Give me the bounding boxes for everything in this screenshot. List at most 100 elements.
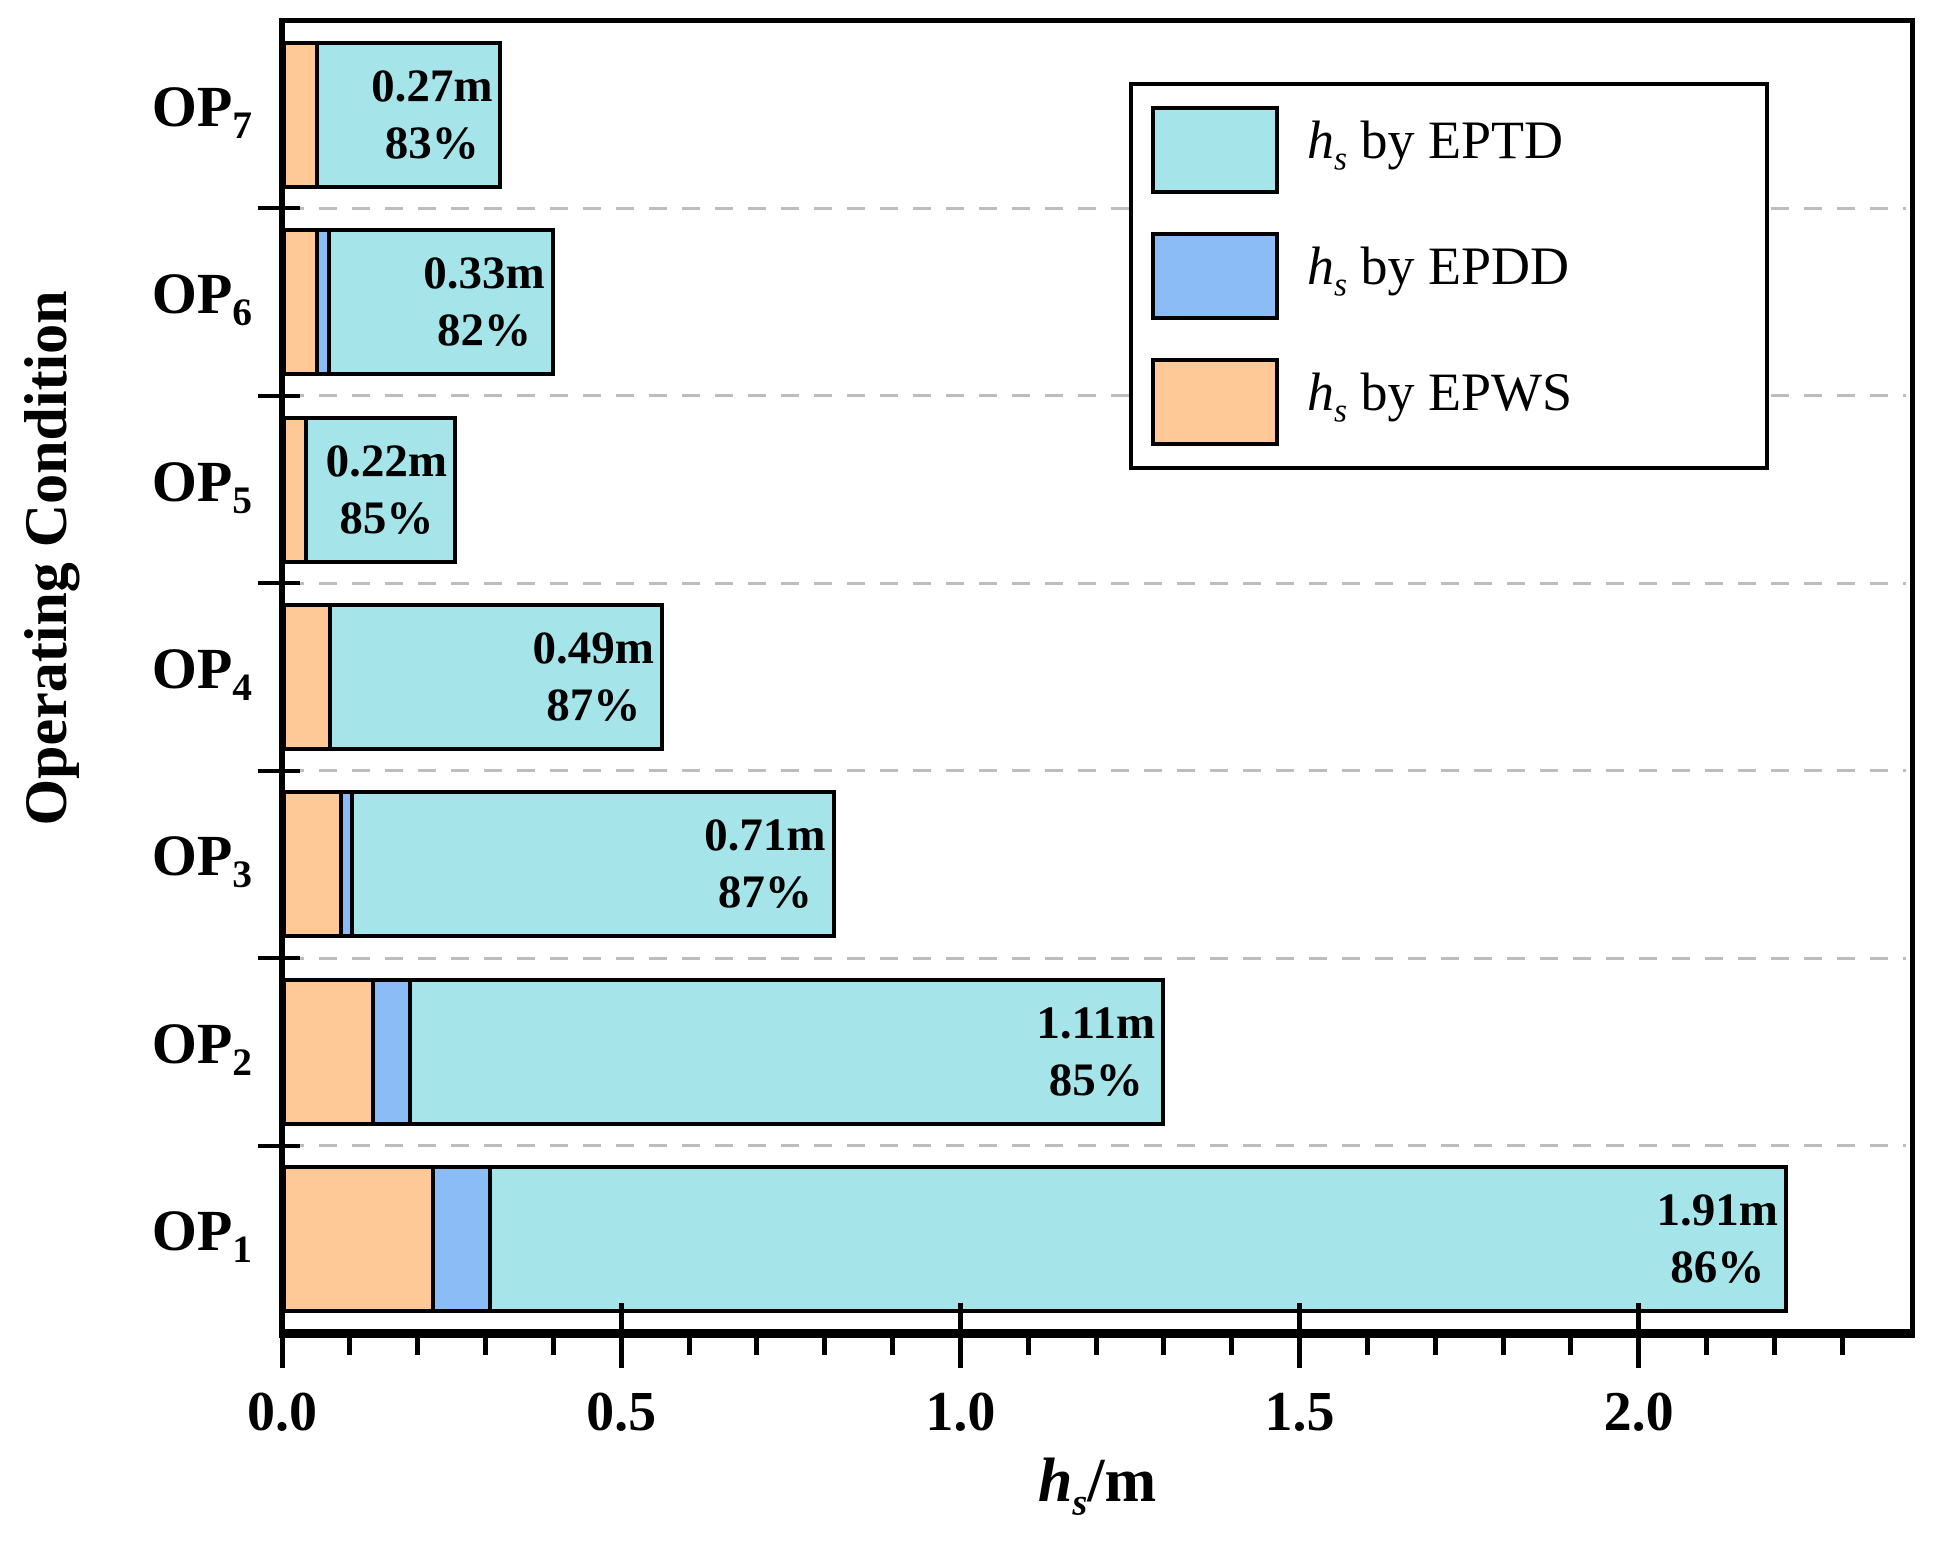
annotation-value: 1.11m (1036, 996, 1156, 1049)
legend-symbol-subscript: s (1334, 266, 1348, 304)
legend-swatch-epws (1151, 358, 1279, 446)
x-axis-minor-tick (1500, 1338, 1506, 1355)
x-tick-label: 0.0 (247, 1381, 317, 1443)
bar-segment-epws-op5 (282, 415, 308, 564)
legend-label-eptd: hs by EPTD (1307, 110, 1563, 190)
category-label-subscript: 4 (232, 664, 252, 709)
annotation-percent: 87% (717, 866, 812, 919)
category-label-op5: OP5 (151, 448, 252, 522)
x-axis-major-tick-inner (618, 1303, 624, 1329)
y-axis-title: Operating Condition (13, 290, 79, 826)
legend-series-name: by EPTD (1347, 110, 1564, 171)
x-axis-minor-tick (890, 1338, 895, 1355)
x-axis-minor-tick (347, 1338, 353, 1355)
x-axis-major-tick-inner (1297, 1303, 1302, 1329)
y-axis-tick (258, 956, 300, 961)
legend-row-epws: hs by EPWS (1151, 339, 1765, 465)
bar-segment-eptd-op1 (282, 1165, 1788, 1314)
bar-segment-epws-op6 (282, 228, 320, 377)
x-axis-minor-tick (550, 1338, 556, 1355)
gridline (286, 1144, 1906, 1148)
gridline (286, 206, 1906, 210)
bar-annotation-op1: 1.91m 86% (1657, 1182, 1778, 1296)
category-label-op1: OP1 (151, 1198, 252, 1272)
legend-swatch-epdd (1151, 232, 1279, 320)
bar-segment-eptd-op5 (282, 415, 457, 564)
x-axis-major-tick-inner (1636, 1303, 1642, 1329)
annotation-percent: 83% (384, 116, 479, 169)
x-axis-minor-tick (1704, 1338, 1709, 1355)
y-axis-tick (258, 768, 300, 773)
bar-annotation-op3: 0.71m 87% (704, 807, 825, 921)
annotation-value: 0.71m (704, 809, 826, 862)
gridline (286, 581, 1906, 585)
category-label-op2: OP2 (151, 1010, 252, 1084)
x-axis-major-tick (1636, 1338, 1642, 1368)
bar-segment-epws-op2 (282, 977, 375, 1126)
x-axis-minor-tick (1161, 1338, 1167, 1355)
category-label-subscript: 2 (232, 1039, 252, 1084)
x-axis-major-tick (1297, 1338, 1302, 1368)
category-label-subscript: 3 (232, 852, 252, 897)
category-label-op7: OP7 (151, 73, 252, 147)
legend-label-epws: hs by EPWS (1307, 362, 1572, 442)
legend-symbol: h (1307, 110, 1334, 171)
annotation-value: 0.49m (532, 622, 654, 674)
annotation-percent: 87% (546, 679, 641, 731)
legend-row-eptd: hs by EPTD (1151, 87, 1765, 213)
category-label-subscript: 6 (232, 289, 252, 334)
legend-series-name: by EPDD (1347, 236, 1570, 297)
x-axis-minor-tick (1229, 1338, 1235, 1355)
category-label-op6: OP6 (151, 261, 252, 334)
category-label-op4: OP4 (151, 636, 252, 709)
legend-symbol: h (1307, 236, 1334, 297)
x-axis-minor-tick (1839, 1338, 1845, 1355)
x-tick-label: 0.5 (586, 1381, 657, 1443)
x-axis-minor-tick (1771, 1338, 1777, 1355)
category-label-op3: OP3 (151, 823, 252, 897)
x-axis-minor-tick (415, 1338, 421, 1355)
x-axis-minor-tick (1025, 1338, 1031, 1355)
legend-series-name: by EPWS (1347, 362, 1573, 423)
y-axis-tick (258, 206, 300, 211)
x-axis-major-tick-inner (957, 1303, 963, 1329)
gridline (286, 956, 1906, 960)
legend-label-epdd: hs by EPDD (1307, 236, 1569, 316)
x-tick-label: 1.0 (925, 1381, 996, 1443)
legend: hs by EPTD hs by EPDD hs by EPWS (1129, 82, 1769, 470)
annotation-percent: 82% (437, 304, 531, 357)
legend-swatch-eptd (1151, 106, 1279, 194)
x-title-subscript: s (1072, 1481, 1088, 1524)
x-title-unit: /m (1087, 1447, 1157, 1515)
x-axis-major-tick (618, 1338, 624, 1368)
x-tick-label: 1.5 (1264, 1381, 1335, 1443)
x-axis-minor-tick (686, 1338, 692, 1355)
category-label-subscript: 5 (232, 477, 252, 522)
annotation-value: 0.22m (325, 434, 448, 487)
annotation-percent: 85% (339, 491, 434, 544)
x-axis-minor-tick (1364, 1338, 1370, 1355)
x-axis-minor-tick (1093, 1338, 1099, 1355)
bar-annotation-op7: 0.27m 83% (371, 58, 492, 172)
annotation-percent: 85% (1048, 1053, 1143, 1106)
x-axis-minor-tick (483, 1338, 488, 1355)
bar-segment-eptd-op4 (282, 603, 664, 751)
annotation-value: 0.33m (423, 247, 545, 300)
x-title-symbol: h (1037, 1447, 1073, 1515)
category-label-subscript: 7 (232, 102, 252, 147)
annotation-percent: 86% (1670, 1241, 1765, 1294)
x-axis-major-tick (279, 1338, 285, 1368)
bar-segment-epws-op1 (282, 1165, 435, 1314)
legend-row-epdd: hs by EPDD (1151, 213, 1765, 339)
y-axis-tick (258, 393, 300, 398)
bar-segment-eptd-op2 (282, 977, 1166, 1126)
x-axis-minor-tick (1432, 1338, 1438, 1355)
bar-annotation-op4: 0.49m 87% (533, 620, 654, 734)
x-axis-minor-tick (822, 1338, 828, 1355)
legend-symbol-subscript: s (1334, 392, 1348, 430)
bar-annotation-op2: 1.11m 85% (1036, 995, 1155, 1109)
bar-segment-eptd-op3 (282, 790, 836, 939)
gridline (286, 769, 1906, 773)
annotation-value: 0.27m (371, 59, 493, 112)
x-axis-minor-tick (1568, 1338, 1574, 1355)
